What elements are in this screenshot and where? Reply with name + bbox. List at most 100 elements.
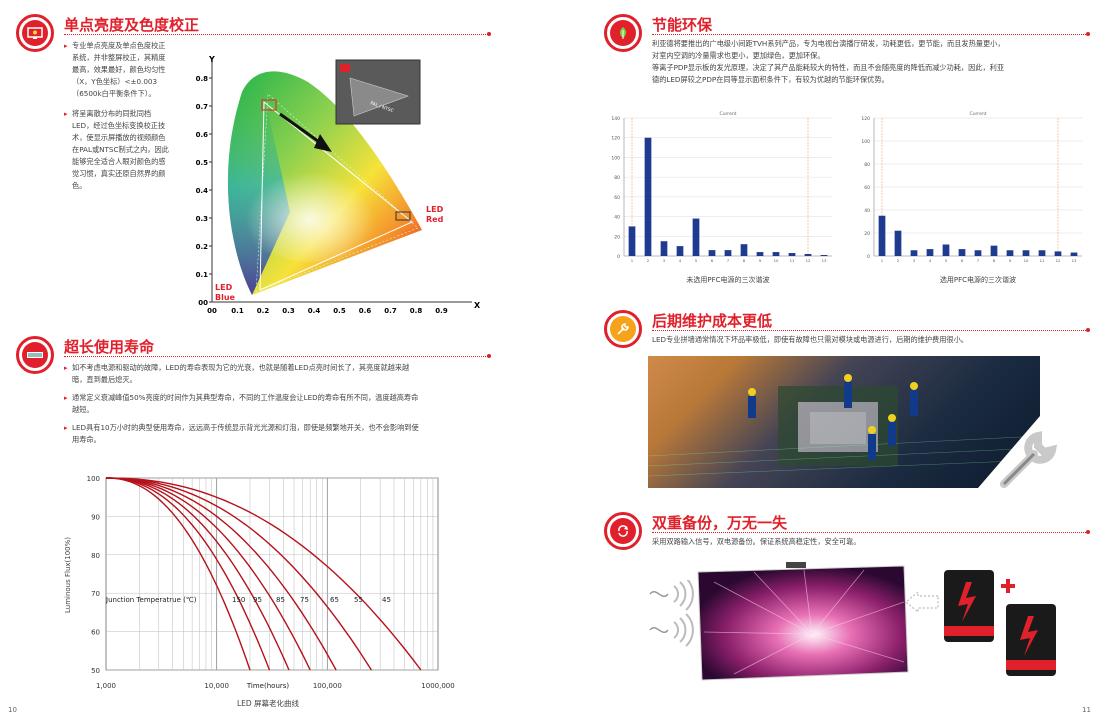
text-line: 利亚德将要推出的广电级小间距TVH系列产品，专为电视台演播厅研发，功耗更低，更节… [652,39,1005,48]
series-label: 95 [253,596,262,604]
y-tick-label: 0.8 [196,75,209,83]
y-tick-label: 0.3 [196,215,209,223]
divider [652,532,1088,533]
calibration-bullet-1: 专业单点亮度及单点色度校正 系统，并非整屏校正，其精度 最高，效果最好，颜色均匀… [64,40,194,100]
green-point-marker [261,99,277,111]
divider-end [487,354,491,358]
y-tick-label: 80 [91,552,100,560]
x-tick-label: 0.8 [410,307,423,315]
aging-curve [105,477,271,671]
series-label: 150 [232,596,245,604]
aging-grid: 100 90 80 70 60 50 1,000 10,000 100,000 1000,000 [87,475,455,690]
x-tick-label: 10 [774,258,779,263]
x-tick-label: 0.4 [308,307,321,315]
bar [676,246,684,256]
series-labels: 150 95 85 75 65 55 45 [232,596,391,604]
page-number-right: 11 [1082,706,1091,714]
text-line: 对室内空调的冷量需求也更小，更加绿色，更加环保。 [652,51,825,60]
bar [942,244,950,256]
signal-wave-icon [649,580,694,647]
maintenance-photo [648,356,1040,488]
text-line: 最高，效果最好，颜色均匀性 [72,65,166,74]
text-line: 将呈离散分布的同批同档 [72,109,152,118]
x-tick-label: 8 [743,258,746,263]
bar [878,215,886,256]
x-tick-label: 0.6 [359,307,372,315]
series-label: 75 [300,596,309,604]
energy-text: 利亚德将要推出的广电级小间距TVH系列产品，专为电视台演播厅研发，功耗更低，更节… [652,38,1092,86]
lifespan-text: 如不考虑电源和驱动的故障，LED的寿命表现为它的光衰，也就是随着LED点亮时间长… [64,362,484,446]
text-line: 能够完全适合人眼对颜色的感 [72,157,166,166]
y-tick-label: 0.5 [196,159,209,167]
y-tick-label: 0.6 [196,131,209,139]
bar [644,137,652,256]
divider-end [487,32,491,36]
bar-chart-caption: 选用PFC电源的三次谐波 [940,275,1016,284]
section-title-lifespan: 超长使用寿命 [64,338,155,356]
bar [990,245,998,256]
x-axis-label: X [474,301,481,310]
backup-icon [604,512,642,550]
x-tick-label: 2 [647,258,650,263]
x-tick-label: 7 [727,258,730,263]
x-tick-label: 9 [759,258,762,263]
maintenance-text: LED专业拼墙通常情况下坏品率极低，即使有故障也只需对模块或电源进行，后期的维护… [652,335,968,344]
aging-y-label: Luminous Flux(100%) [64,537,72,613]
wrench-icon [604,310,642,348]
bar [772,252,780,256]
text-line: 觉习惯，真实还原自然界的颜 [72,169,166,178]
divider [64,34,488,35]
calibration-bullet-2: 将呈离散分布的同批同档 LED，经过色坐标变换校正技 术，使显示屏播放的视频颜色… [64,108,194,192]
y-ticks: 0.8 0.7 0.6 0.5 0.4 0.3 0.2 0.1 00 [196,75,212,307]
x-tick-label: 9 [1009,258,1012,263]
inset-triangle [349,77,409,117]
divider [64,356,488,357]
text-line: 专业单点亮度及单点色度校正 [72,41,166,50]
y-tick-label: 50 [91,667,100,675]
x-tick-label: 4 [679,258,682,263]
series-label: 55 [354,596,363,604]
x-tick-label: 0.1 [231,307,244,315]
monitor-icon [16,14,54,52]
y-tick-label: 0 [617,254,620,260]
y-tick-label: 100 [861,139,870,145]
divider [652,330,1088,331]
x-tick-label: 8 [993,258,996,263]
aging-curve [105,477,337,671]
junction-temp-label: Junction Temperatrue (℃) [105,596,197,604]
maintenance-wrench-icon [1000,431,1058,488]
inset-marker [340,64,350,72]
aging-curves [105,477,422,671]
y-tick-label: 40 [614,215,620,221]
text-line: （6500k白平衡条件下）。 [72,89,156,98]
series-label: 85 [276,596,285,604]
y-tick-label: 60 [91,629,100,637]
text-line: 在PAL或NTSC制式之内，因此 [72,145,169,154]
aging-curve [105,477,251,671]
bar-chart-title: Current [720,111,737,117]
x-tick-label: 0.9 [435,307,448,315]
bar [724,250,732,256]
x-tick-label: 0.7 [384,307,397,315]
bar [1070,252,1078,256]
text-line: 通常定义衰减峰值50%亮度的时间作为其典型寿命，不同的工作温度会让LED的寿命有… [72,393,419,402]
plus-icon [1001,579,1015,593]
battery-icon [1006,604,1056,676]
x-tick-label: 11 [1040,258,1045,263]
calibration-text: 专业单点亮度及单点色度校正 系统，并非整屏校正，其精度 最高，效果最好，颜色均匀… [64,40,194,192]
y-tick-label: 0.4 [196,187,209,195]
text-line: 如不考虑电源和驱动的故障，LED的寿命表现为它的光衰，也就是随着LED点亮时间长… [72,363,410,372]
x-tick-label: 0.3 [282,307,295,315]
x-tick-label: 0.2 [257,307,270,315]
bar [804,254,812,256]
y-tick-label: 100 [87,475,100,483]
section-title-calibration: 单点亮度及色度校正 [64,16,200,34]
y-tick-label: 120 [861,116,870,122]
text-line: LED具有10万小时的典型使用寿命，远远高于传统显示背光光源和灯泡，即使是频繁地… [72,423,419,432]
page-number-left: 10 [8,706,17,714]
x-tick-label: 12 [1056,258,1061,263]
x-tick-label: 0.5 [333,307,346,315]
lifespan-icon [16,336,54,374]
